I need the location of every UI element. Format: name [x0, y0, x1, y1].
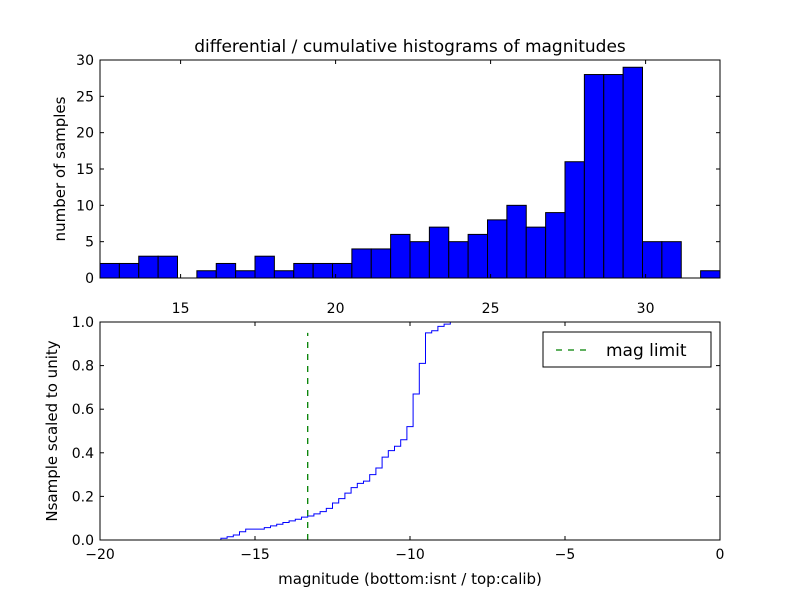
cumulative-panel: 0.0 0.2 0.4 0.6 0.8 1.0 −20 −15 −10 −5 0 Nsample … — [43, 315, 724, 588]
cumulative-y-axis-label: Nsample scaled to unity — [43, 340, 61, 521]
y-tick-label: 0.6 — [72, 402, 94, 418]
histogram-bar — [215, 262, 237, 279]
x-tick-label: 20 — [327, 301, 345, 317]
histogram-bar — [622, 66, 643, 279]
histogram-bar — [661, 241, 682, 279]
y-tick-label: 20 — [76, 126, 94, 142]
x-tick-label: −10 — [395, 547, 425, 563]
histogram-panel: 0 5 10 15 20 25 30 15 20 25 30 number of samples — [51, 53, 721, 317]
histogram-bar — [273, 270, 295, 279]
histogram-y-ticks: 0 5 10 15 20 25 30 — [76, 53, 720, 287]
x-tick-label: 25 — [482, 301, 500, 317]
y-tick-label: 5 — [85, 235, 94, 251]
histogram-bar — [390, 233, 411, 279]
y-tick-label: 10 — [76, 198, 94, 214]
cumulative-step-line — [100, 321, 720, 541]
cumulative-axes-frame — [99, 321, 721, 541]
y-tick-label: 15 — [76, 162, 94, 178]
y-tick-label: 0.2 — [72, 489, 94, 505]
histogram-axes-frame — [99, 59, 721, 279]
x-tick-label: 0 — [716, 547, 725, 563]
histogram-bar — [642, 241, 663, 279]
histogram-bar — [157, 255, 178, 279]
histogram-bar — [351, 248, 372, 279]
histogram-bar — [254, 255, 275, 279]
cumulative-y-ticks: 0.0 0.2 0.4 0.6 0.8 1.0 — [72, 315, 720, 549]
histogram-bar — [428, 226, 450, 279]
x-tick-label: 15 — [172, 301, 190, 317]
chart-title: differential / cumulative histograms of … — [194, 37, 626, 57]
histogram-bar — [448, 241, 469, 279]
histogram-bar — [603, 74, 624, 279]
x-tick-label: −20 — [85, 547, 115, 563]
x-tick-label: −5 — [555, 547, 576, 563]
histogram-bar — [564, 161, 585, 279]
legend: mag limit — [542, 331, 712, 368]
histogram-bar — [583, 74, 605, 279]
y-tick-label: 0.0 — [72, 533, 94, 549]
legend-mag-limit-label: mag limit — [606, 341, 687, 361]
histogram-bar — [487, 219, 508, 279]
histogram-bar — [370, 248, 392, 279]
histogram-bar — [235, 270, 256, 279]
histogram-bar — [409, 241, 430, 279]
histogram-bar — [118, 262, 140, 279]
histogram-bar — [293, 262, 314, 279]
y-tick-label: 30 — [76, 53, 94, 69]
histogram-bar — [525, 226, 547, 279]
histogram-bar — [467, 233, 488, 279]
x-tick-label: −15 — [240, 547, 270, 563]
y-tick-label: 25 — [76, 89, 94, 105]
y-tick-label: 0.4 — [72, 446, 94, 462]
histogram-bar — [700, 270, 721, 279]
y-tick-label: 1.0 — [72, 315, 94, 331]
cumulative-x-axis-label: magnitude (bottom:isnt / top:calib) — [278, 570, 542, 588]
histogram-bar — [506, 204, 527, 279]
histogram-bar — [196, 270, 217, 279]
y-tick-label: 0.8 — [72, 359, 94, 375]
histogram-bar — [312, 262, 333, 279]
histogram-bar — [99, 262, 120, 279]
y-tick-label: 0 — [85, 271, 94, 287]
histogram-bar — [138, 255, 159, 279]
histogram-y-axis-label: number of samples — [51, 96, 69, 241]
histogram-bar — [545, 212, 566, 279]
histogram-x-ticks: 15 20 25 30 — [172, 60, 655, 317]
x-tick-label: 30 — [637, 301, 655, 317]
